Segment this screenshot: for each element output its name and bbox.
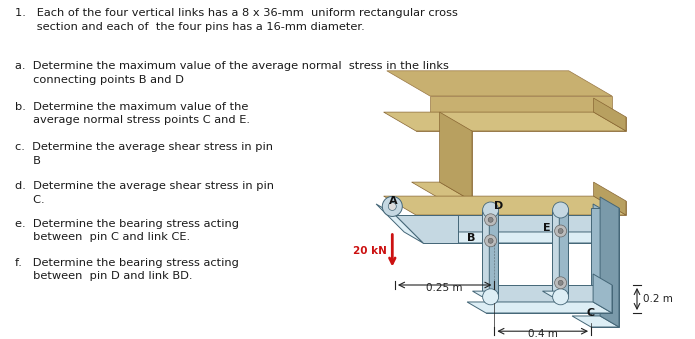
Circle shape: [484, 235, 497, 247]
Polygon shape: [376, 204, 423, 243]
Text: A: A: [389, 196, 397, 206]
Polygon shape: [593, 274, 612, 313]
Polygon shape: [594, 98, 626, 131]
Polygon shape: [489, 204, 498, 297]
Circle shape: [482, 202, 498, 218]
Polygon shape: [444, 131, 472, 201]
Polygon shape: [384, 112, 626, 131]
Polygon shape: [411, 232, 612, 243]
Text: 0.4 m: 0.4 m: [528, 329, 557, 339]
Text: 0.25 m: 0.25 m: [427, 283, 463, 293]
Text: 0.2 m: 0.2 m: [643, 294, 673, 304]
Circle shape: [558, 228, 563, 234]
Polygon shape: [430, 96, 612, 124]
Circle shape: [553, 289, 569, 305]
Polygon shape: [594, 182, 626, 215]
Polygon shape: [430, 215, 612, 243]
Text: C: C: [587, 308, 595, 318]
Text: E: E: [543, 223, 551, 233]
Circle shape: [553, 202, 569, 218]
Text: c.  Determine the average shear stress in pin
     B: c. Determine the average shear stress in…: [15, 142, 273, 166]
Polygon shape: [572, 316, 619, 327]
Polygon shape: [591, 208, 619, 327]
Text: e.  Determine the bearing stress acting
     between  pin C and link CE.: e. Determine the bearing stress acting b…: [15, 219, 239, 242]
Polygon shape: [467, 302, 612, 313]
Polygon shape: [600, 197, 619, 327]
Polygon shape: [473, 291, 498, 297]
Polygon shape: [543, 291, 569, 297]
Circle shape: [382, 196, 402, 216]
Text: d.  Determine the average shear stress in pin
     C.: d. Determine the average shear stress in…: [15, 181, 275, 205]
Circle shape: [488, 238, 493, 243]
Text: D: D: [493, 201, 503, 211]
Polygon shape: [440, 112, 472, 201]
Polygon shape: [552, 210, 569, 297]
Text: a.  Determine the maximum value of the average normal  stress in the links
     : a. Determine the maximum value of the av…: [15, 61, 449, 85]
Polygon shape: [593, 204, 612, 243]
Polygon shape: [559, 204, 569, 297]
Text: f.   Determine the bearing stress acting
     between  pin D and link BD.: f. Determine the bearing stress acting b…: [15, 258, 239, 281]
Polygon shape: [395, 215, 458, 243]
Circle shape: [558, 280, 563, 285]
Circle shape: [555, 277, 566, 289]
Polygon shape: [384, 196, 626, 215]
Circle shape: [484, 214, 497, 226]
Circle shape: [389, 202, 396, 211]
Text: 1.   Each of the four vertical links has a 8 x 36-mm  uniform rectangular cross
: 1. Each of the four vertical links has a…: [15, 8, 458, 32]
Text: B: B: [466, 233, 475, 243]
Polygon shape: [416, 201, 626, 215]
Polygon shape: [416, 117, 626, 131]
Circle shape: [488, 217, 493, 222]
Polygon shape: [486, 285, 612, 313]
Polygon shape: [482, 210, 498, 297]
Circle shape: [482, 289, 498, 305]
Polygon shape: [411, 182, 472, 201]
Text: b.  Determine the maximum value of the
     average normal stress points C and E: b. Determine the maximum value of the av…: [15, 102, 250, 125]
Text: 20 kN: 20 kN: [354, 245, 387, 256]
Circle shape: [555, 225, 566, 237]
Polygon shape: [387, 71, 612, 96]
